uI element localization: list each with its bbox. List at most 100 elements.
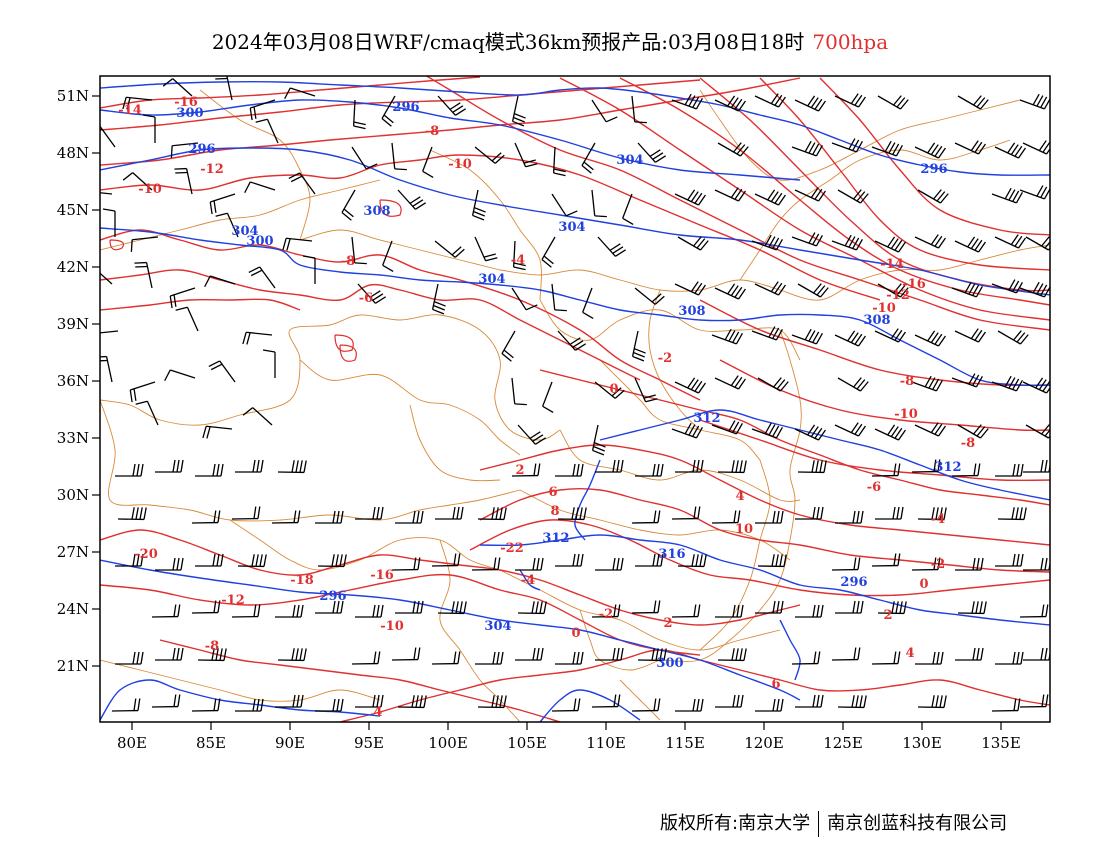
height-label: 296 [392, 100, 419, 115]
temperature-label: -2 [658, 351, 672, 366]
wind-barb [797, 283, 829, 298]
wind-barb [242, 331, 273, 345]
wind-barb [100, 190, 113, 195]
lat-tick-label: 36N [57, 372, 89, 390]
wind-barb [995, 651, 1024, 665]
wind-barb [115, 553, 144, 567]
lon-tick-label: 80E [117, 734, 147, 752]
lon-tick-label: 95E [354, 734, 384, 752]
wind-barb [391, 647, 421, 661]
wind-barb [512, 240, 526, 271]
wind-barb [174, 167, 193, 195]
wind-barb [315, 600, 344, 614]
wind-barb [209, 193, 236, 215]
wind-barb [877, 283, 909, 298]
lat-tick-label: 48N [57, 144, 89, 162]
wind-barb [262, 349, 276, 378]
boundary-line [648, 289, 701, 431]
wind-barb [837, 377, 869, 392]
temperature-isotherm [699, 77, 1050, 292]
wind-barb [755, 600, 784, 614]
temperature-isotherm [699, 419, 1050, 482]
wind-barb [422, 146, 434, 179]
wind-barb [874, 236, 906, 253]
wind-barb [995, 463, 1024, 477]
temperature-label: -22 [500, 541, 524, 556]
wind-barb [352, 99, 366, 130]
wind-barb [671, 422, 703, 439]
boundary-line [100, 399, 521, 522]
lon-tick-label: 130E [902, 734, 942, 752]
wind-barb [244, 181, 276, 194]
temperature-isotherm [479, 444, 1050, 546]
wind-barb [302, 255, 316, 284]
wind-barb [191, 698, 221, 712]
wind-barb [637, 648, 667, 662]
wind-barb [1019, 604, 1049, 618]
height-label: 296 [319, 589, 346, 604]
wind-barb [757, 554, 787, 568]
wind-barb [714, 375, 746, 390]
height-label: 308 [863, 313, 890, 328]
wind-barb [634, 287, 665, 305]
wind-barb [471, 189, 486, 221]
temperature-label: 4 [373, 705, 382, 720]
wind-barb [357, 283, 387, 304]
wind-barb [275, 694, 304, 708]
wind-barb [917, 507, 947, 521]
temperature-label: -14 [118, 103, 142, 118]
boundary-line [299, 359, 521, 456]
wind-barb [797, 460, 827, 474]
wind-barb [635, 463, 664, 477]
wind-barb [957, 424, 989, 439]
wind-barb [831, 647, 861, 661]
wind-barb [271, 510, 301, 524]
temperature-isotherm [559, 77, 1050, 321]
boundary-line [599, 359, 761, 461]
wind-barb [231, 604, 261, 618]
wind-barb [397, 189, 427, 210]
wind-barb [957, 95, 989, 110]
wind-barb [911, 557, 941, 571]
lat-tick-label: 24N [57, 600, 89, 618]
wind-barb [591, 99, 618, 123]
wind-barb [831, 557, 861, 571]
temperature-label: -16 [902, 277, 926, 292]
wind-barb [391, 557, 421, 571]
lat-tick-label: 33N [57, 429, 89, 447]
wind-barb [991, 698, 1021, 712]
wind-barb [397, 695, 427, 709]
wind-barb [315, 698, 344, 712]
wind-barb [675, 698, 704, 712]
wind-barb [637, 142, 667, 163]
lon-tick-label: 115E [665, 734, 705, 752]
wind-barb [237, 554, 267, 568]
temperature-label: 10 [735, 522, 753, 537]
wind-barb [877, 95, 909, 110]
wind-barb [791, 140, 823, 157]
temperature-isotherm [100, 298, 301, 311]
wind-barb [202, 425, 233, 439]
wind-barb [754, 281, 786, 296]
wind-barb [100, 266, 113, 285]
wind-barb [431, 651, 461, 665]
wind-barb [835, 510, 864, 524]
wind-barb [471, 557, 501, 571]
height-contour [100, 559, 801, 701]
temperature-label: -6 [867, 480, 881, 495]
temperature-label: -8 [425, 124, 439, 139]
wind-barb [635, 553, 664, 567]
height-contour [519, 569, 541, 591]
temperature-isotherm [759, 77, 1050, 271]
temperature-isotherm [100, 77, 801, 166]
wind-barb [634, 377, 658, 403]
wind-barb [791, 651, 821, 665]
wind-barb [175, 306, 199, 332]
wind-barb [677, 236, 709, 251]
wind-barb [162, 78, 193, 97]
height-label: 308 [678, 304, 705, 319]
boundary-line [559, 429, 801, 502]
wind-barb [215, 76, 233, 101]
temperature-label: -4 [521, 573, 535, 588]
wind-barb [631, 698, 661, 712]
